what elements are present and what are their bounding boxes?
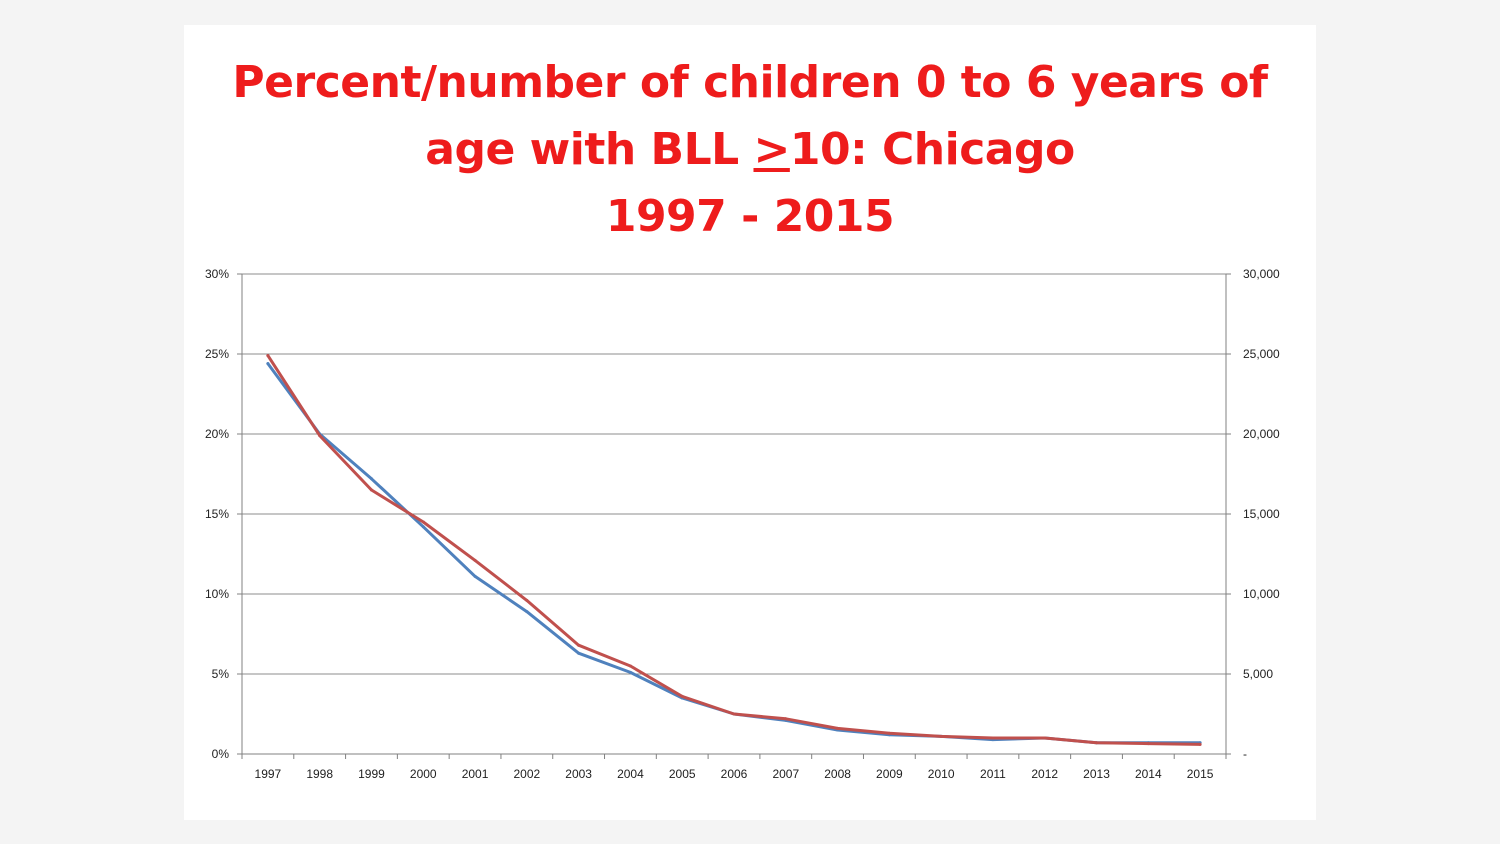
data-point-number	[991, 736, 995, 740]
y-axis-left-tick-label: 10%	[205, 587, 229, 601]
chart-title-line-1: Percent/number of children 0 to 6 years …	[232, 57, 1268, 108]
data-point-percent	[628, 670, 632, 674]
x-axis-tick-label: 2008	[824, 767, 851, 781]
greater-equal-symbol: >	[753, 124, 790, 175]
data-point-number	[732, 712, 736, 716]
data-point-number	[680, 694, 684, 698]
x-axis-tick-label: 2005	[669, 767, 696, 781]
series-line-percent	[266, 362, 1202, 745]
series-lines	[266, 354, 1202, 746]
y-axis-left-tick-label: 30%	[205, 267, 229, 281]
y-axis-left-tick-label: 0%	[212, 747, 230, 761]
chart-title: Percent/number of children 0 to 6 years …	[184, 49, 1316, 250]
axes	[237, 273, 1231, 759]
data-point-number	[525, 598, 529, 602]
y-axis-right-tick-label: 25,000	[1243, 347, 1280, 361]
y-axis-left-tick-label: 20%	[205, 427, 229, 441]
data-point-number	[628, 664, 632, 668]
y-axis-right-labels: - 5,000 10,000 15,000 20,000 25,000 30,000	[1243, 267, 1280, 761]
x-axis-tick-label: 2013	[1083, 767, 1110, 781]
data-point-number	[318, 434, 322, 438]
x-axis-tick-label: 2009	[876, 767, 903, 781]
data-point-number	[370, 488, 373, 492]
data-point-percent	[525, 610, 529, 614]
x-axis-labels: 1997 1998 1999 2000 2001 2002 2003 2004 2005 2006…	[255, 767, 1214, 781]
data-point-number	[577, 643, 581, 647]
x-axis-tick-label: 2007	[772, 767, 799, 781]
x-axis-tick-label: 2014	[1135, 767, 1162, 781]
data-point-percent	[370, 477, 373, 481]
data-point-number	[836, 726, 840, 730]
chart-title-line-2-suffix: 10: Chicago	[789, 124, 1075, 175]
x-axis-tick-label: 1999	[358, 767, 385, 781]
x-axis-tick-label: 1998	[306, 767, 333, 781]
line-chart: 0% 5% 10% 15% 20% 25% 30% - 5,000 10,000 15,000 20…	[205, 267, 1280, 781]
chart-title-line-2: age with BLL >10: Chicago	[184, 116, 1316, 183]
y-axis-left-tick-label: 5%	[212, 667, 230, 681]
x-axis-tick-label: 2001	[462, 767, 489, 781]
data-point-number	[784, 717, 788, 721]
x-axis-tick-label: 2000	[410, 767, 437, 781]
data-point-number	[266, 354, 270, 358]
data-point-percent	[473, 574, 477, 578]
data-point-number	[1095, 741, 1098, 745]
data-point-percent	[421, 525, 425, 529]
x-axis-tick-label: 2004	[617, 767, 644, 781]
series-line-number	[266, 354, 1202, 746]
gridlines	[242, 273, 1226, 675]
y-axis-right-tick-label: 20,000	[1243, 427, 1280, 441]
data-point-number	[421, 520, 425, 524]
y-axis-right-tick-label: -	[1243, 747, 1247, 761]
data-point-number	[1043, 736, 1047, 740]
chart-title-line-2-prefix: age with BLL	[425, 124, 754, 175]
y-axis-right-tick-label: 5,000	[1243, 667, 1273, 681]
data-point-number	[887, 731, 891, 735]
x-axis-tick-label: 1997	[255, 767, 282, 781]
x-axis-tick-label: 2006	[721, 767, 748, 781]
x-axis-tick-label: 2015	[1187, 767, 1214, 781]
x-axis-tick-label: 2012	[1031, 767, 1058, 781]
y-axis-left-tick-label: 25%	[205, 347, 229, 361]
x-axis-tick-label: 2003	[565, 767, 592, 781]
data-point-number	[1146, 742, 1150, 746]
slide: Percent/number of children 0 to 6 years …	[184, 25, 1316, 820]
data-point-percent	[266, 362, 270, 366]
y-axis-right-tick-label: 10,000	[1243, 587, 1280, 601]
y-axis-right-tick-label: 15,000	[1243, 507, 1280, 521]
chart-title-line-3: 1997 - 2015	[605, 191, 895, 242]
data-point-percent	[577, 651, 581, 655]
data-point-number	[1198, 742, 1202, 746]
x-axis-tick-label: 2002	[513, 767, 540, 781]
data-point-number	[939, 734, 943, 738]
y-axis-right-tick-label: 30,000	[1243, 267, 1280, 281]
data-point-number	[473, 558, 477, 562]
y-axis-left-labels: 0% 5% 10% 15% 20% 25% 30%	[205, 267, 229, 761]
x-axis-tick-label: 2010	[928, 767, 955, 781]
x-axis-tick-label: 2011	[980, 767, 1006, 781]
y-axis-left-tick-label: 15%	[205, 507, 229, 521]
